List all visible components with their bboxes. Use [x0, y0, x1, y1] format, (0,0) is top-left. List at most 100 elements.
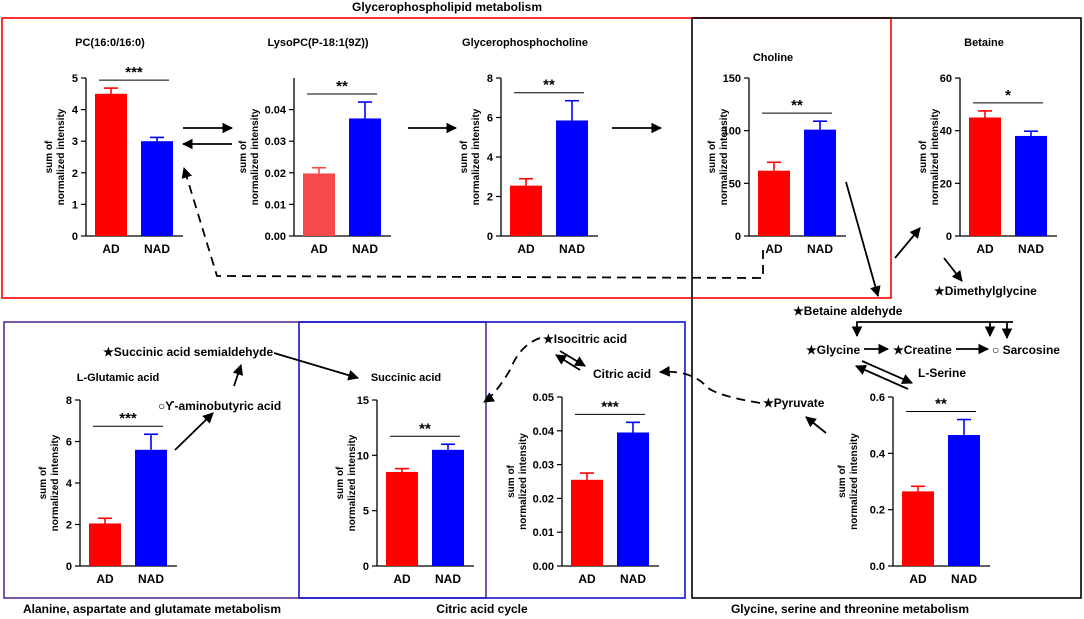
- pathway-title-glycerophospholipid: Glycerophospholipid metabolism: [352, 0, 542, 14]
- succinic-bar-nad: [432, 449, 464, 566]
- betaine-significance: *: [1005, 87, 1011, 104]
- chart-lysopc: 0.00 0.01 0.02 0.03 0.04 sum ofnormalized int…: [238, 37, 391, 256]
- lysopc-ytick-label: 0.02: [265, 168, 286, 180]
- gpc-category-label-ad: AD: [517, 242, 535, 256]
- succinic-ylabel-line: sum of: [335, 466, 346, 499]
- serine-ylabel-line: normalized intensity: [849, 433, 860, 530]
- succinic-ytick-label: 5: [363, 506, 369, 518]
- serine-category-label-nad: NAD: [951, 572, 977, 586]
- succinic-significance: **: [419, 420, 431, 437]
- gpc-ytick-label: 0: [487, 231, 493, 243]
- pc-bar-nad: [141, 141, 173, 236]
- serine-ytick-label: 0.2: [870, 505, 885, 517]
- citric-ytick-label: 0.05: [533, 392, 554, 404]
- citric-ylabel: sum ofnormalized intensity: [506, 433, 529, 530]
- lysopc-ylabel-line: normalized intensity: [250, 108, 261, 205]
- arrow-pyruvate-to-citric-dashed: [658, 365, 761, 404]
- pc-ylabel: sum ofnormalized intensity: [44, 108, 67, 205]
- succinic-category-label-nad: NAD: [435, 572, 461, 586]
- lysopc-ylabel-line: sum of: [238, 140, 249, 173]
- choline-ytick-label: 100: [723, 126, 741, 138]
- serine-category-label-ad: AD: [909, 572, 927, 586]
- pc-category-label-nad: NAD: [144, 242, 170, 256]
- betaine-ylabel-line: normalized intensity: [930, 108, 941, 205]
- pathway-title-citric: Citric acid cycle: [436, 602, 528, 616]
- gpc-ytick-label: 8: [487, 73, 493, 85]
- chart-betaine: 0 20 40 60 sum ofnormalized intensity AD NAD * B…: [918, 37, 1057, 256]
- alanine-box: [3, 321, 487, 599]
- citric-ytick-label: 0.03: [533, 460, 554, 472]
- serine-significance: **: [935, 396, 947, 413]
- choline-ytick-label: 150: [723, 73, 741, 85]
- betaine-ytick-label: 0: [946, 231, 952, 243]
- glutamic-ytick-label: 0: [66, 561, 72, 573]
- arrow-serine-to-pyruvate: [805, 416, 827, 434]
- betaine-category-label-ad: AD: [976, 242, 994, 256]
- citric-ytick-label: 0.02: [533, 493, 554, 505]
- choline-ylabel-line: sum of: [707, 140, 718, 173]
- gpc-ylabel-line: sum of: [459, 140, 470, 173]
- label-betaine-aldehyde: ★Betaine aldehyde: [793, 304, 903, 318]
- label-isocitric: ★Isocitric acid: [543, 332, 627, 346]
- serine-ylabel: sum ofnormalized intensity: [837, 433, 860, 530]
- gpc-bar-ad: [510, 185, 542, 236]
- lysopc-ytick-label: 0.04: [265, 105, 287, 117]
- serine-ytick-label: 0.0: [870, 561, 885, 573]
- succinic-title: Succinic acid: [371, 372, 441, 384]
- succinic-ytick-label: 10: [357, 450, 369, 462]
- glycine-box: [691, 17, 1082, 599]
- choline-title: Choline: [753, 52, 793, 64]
- citric-ytick-label: 0.01: [533, 527, 554, 539]
- pc-title: PC(16:0/16:0): [75, 37, 145, 49]
- pc-ylabel-line: sum of: [44, 140, 55, 173]
- lysopc-bar-nad: [349, 118, 381, 236]
- glutamic-ylabel: sum ofnormalized intensity: [38, 434, 61, 531]
- chart-pc: 0 1 2 3 4 5 sum ofnormalized intensity AD NAD ***…: [44, 37, 183, 256]
- pathway-arrows: [174, 122, 1013, 451]
- label-gaba: ○ϒ-aminobutyric acid: [158, 399, 281, 413]
- glutamic-bar-nad: [135, 449, 167, 566]
- serine-ytick-label: 0.4: [870, 448, 886, 460]
- glutamic-bar-ad: [89, 523, 121, 566]
- label-sarcosine: ○ Sarcosine: [992, 343, 1060, 357]
- arrow-to-dimethylglycine: [943, 257, 963, 282]
- chart-glutamic: 0 2 4 6 8 sum ofnormalized intensity AD NAD *** L…: [38, 372, 177, 586]
- pc-ytick-label: 2: [72, 168, 78, 180]
- lysopc-ytick-label: 0.01: [265, 199, 286, 211]
- pc-ylabel-line: normalized intensity: [56, 108, 67, 205]
- chart-serine: 0.0 0.2 0.4 0.6 sum ofnormalized intensity AD…: [837, 392, 990, 586]
- pathway-title-glycine: Glycine, serine and threonine metabolism: [731, 602, 969, 616]
- citric-bar-ad: [571, 479, 603, 566]
- betaine-ytick-label: 40: [940, 126, 952, 138]
- choline-bar-ad: [758, 170, 790, 236]
- gpc-ylabel-line: normalized intensity: [471, 108, 482, 205]
- pc-bar-ad: [95, 93, 127, 236]
- arrow-choline-to-pc-dashed: [181, 166, 764, 279]
- succinic-bar-ad: [386, 471, 418, 566]
- pc-category-label-ad: AD: [102, 242, 120, 256]
- arrow-isocitric-to-succinic-dashed: [483, 337, 541, 403]
- arrow-choline-to-betaine-aldehyde: [845, 181, 881, 298]
- pc-significance: ***: [125, 64, 143, 81]
- citric-bar-nad: [617, 432, 649, 566]
- serine-ytick-label: 0.6: [870, 392, 885, 404]
- gpc-ylabel: sum ofnormalized intensity: [459, 108, 482, 205]
- betaine-bar-nad: [1015, 135, 1047, 236]
- choline-ytick-label: 50: [729, 178, 741, 190]
- lysopc-ytick-label: 0.03: [265, 136, 286, 148]
- glutamic-category-label-nad: NAD: [138, 572, 164, 586]
- glutamic-category-label-ad: AD: [96, 572, 114, 586]
- citric-ylabel-line: sum of: [506, 464, 517, 497]
- choline-bar-nad: [804, 129, 836, 236]
- citric-significance: ***: [601, 398, 619, 415]
- glutamic-title: L-Glutamic acid: [77, 372, 160, 384]
- citric-ytick-label: 0.04: [533, 426, 555, 438]
- choline-ytick-label: 0: [735, 231, 741, 243]
- chart-citric: 0.00 0.01 0.02 0.03 0.04 0.05 sum ofnormalized…: [506, 392, 659, 586]
- betaine-ylabel-line: sum of: [918, 140, 929, 173]
- arrow-glutamic-to-gaba: [174, 412, 214, 451]
- label-dimethylglycine: ★Dimethylglycine: [934, 284, 1037, 298]
- pc-ytick-label: 3: [72, 136, 78, 148]
- label-citric: Citric acid: [593, 367, 651, 381]
